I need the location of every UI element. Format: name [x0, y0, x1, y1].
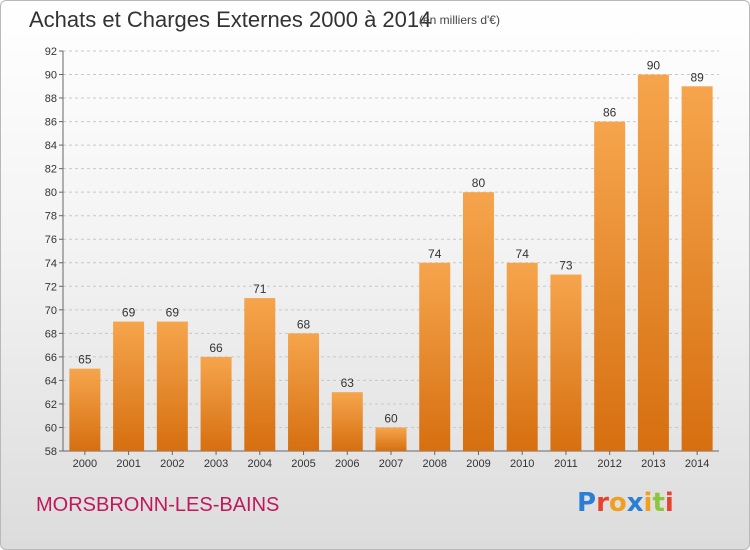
x-tick-label-2007: 2007 — [379, 458, 403, 470]
x-tick-labels: 2000 2001 2002 2003 2004 2005 2006 2007 2008 2009… — [73, 451, 709, 470]
x-tick-label-2008: 2008 — [422, 458, 446, 470]
data-label-2013: 90 — [647, 59, 661, 73]
x-tick-label-2012: 2012 — [597, 458, 621, 470]
bars — [69, 74, 713, 452]
x-tick-label-2006: 2006 — [335, 458, 359, 470]
bar-2014 — [681, 86, 713, 451]
y-tick-label: 72 — [45, 281, 57, 293]
data-label-2003: 66 — [209, 341, 223, 355]
x-tick-label-2005: 2005 — [291, 458, 315, 470]
x-tick-label-2009: 2009 — [466, 458, 490, 470]
chart-subtitle: (en milliers d'€) — [419, 13, 500, 27]
data-label-2011: 73 — [559, 259, 573, 273]
logo-letter: i — [643, 488, 653, 518]
bar-2007 — [375, 427, 407, 451]
bar-2003 — [200, 356, 232, 451]
bar-2011 — [550, 274, 582, 451]
data-label-2012: 86 — [603, 106, 617, 120]
x-tick-label-2011: 2011 — [554, 458, 578, 470]
y-tick-label: 84 — [45, 140, 57, 152]
bar-2012 — [594, 121, 626, 452]
data-label-2000: 65 — [78, 353, 92, 367]
y-tick-label: 68 — [45, 328, 57, 340]
bar-2013 — [637, 74, 669, 451]
y-tick-label: 82 — [45, 164, 57, 176]
x-tick-label-2003: 2003 — [204, 458, 228, 470]
y-tick-label: 76 — [45, 234, 57, 246]
y-tick-label: 60 — [45, 422, 57, 434]
data-label-2010: 74 — [516, 247, 530, 261]
x-tick-label-2010: 2010 — [510, 458, 534, 470]
logo-letter: P — [577, 488, 597, 518]
bar-2006 — [331, 392, 363, 451]
bar-2000 — [69, 368, 101, 451]
x-tick-label-2001: 2001 — [116, 458, 140, 470]
logo-letter: x — [626, 488, 644, 518]
bar-2009 — [462, 192, 494, 452]
data-label-2005: 68 — [297, 317, 311, 331]
y-tick-label: 62 — [45, 399, 57, 411]
y-tick-label: 70 — [45, 305, 57, 317]
bar-2005 — [288, 333, 320, 451]
y-tick-label: 64 — [45, 375, 57, 387]
chart-title: Achats et Charges Externes 2000 à 2014 — [29, 7, 432, 32]
data-label-2014: 89 — [690, 70, 704, 84]
logo-letter: o — [608, 488, 627, 518]
y-tick-label: 90 — [45, 70, 57, 82]
y-tick-label: 74 — [45, 258, 57, 270]
x-tick-label-2002: 2002 — [160, 458, 184, 470]
bar-2002 — [156, 321, 188, 451]
y-tick-label: 66 — [45, 352, 57, 364]
data-label-2001: 69 — [122, 306, 136, 320]
y-tick-labels: 58 60 62 64 66 68 70 72 74 76 78 80 82 84 86 88 90 92 — [45, 46, 57, 458]
data-label-2008: 74 — [428, 247, 442, 261]
data-label-2004: 71 — [253, 282, 267, 296]
data-label-2007: 60 — [384, 411, 398, 425]
y-tick-label: 58 — [45, 446, 57, 458]
x-tick-label-2013: 2013 — [641, 458, 665, 470]
bar-2008 — [419, 262, 451, 451]
data-label-2009: 80 — [472, 176, 486, 190]
data-label-2006: 63 — [341, 376, 355, 390]
logo-letter: r — [596, 488, 609, 518]
y-tick-label: 78 — [45, 211, 57, 223]
y-tick-label: 86 — [45, 117, 57, 129]
logo-letter: i — [664, 488, 674, 518]
data-label-2002: 69 — [166, 306, 180, 320]
bar-2004 — [244, 298, 276, 451]
logo-letter: t — [652, 488, 665, 518]
data-labels: 65 69 69 66 71 68 63 60 74 80 74 73 86 90 89 — [78, 59, 704, 426]
y-tick-label: 92 — [45, 46, 57, 58]
y-tick-label: 88 — [45, 93, 57, 105]
x-tick-label-2004: 2004 — [248, 458, 272, 470]
x-tick-label-2014: 2014 — [685, 458, 709, 470]
proxiti-logo[interactable]: Proxiti — [577, 488, 674, 518]
bar-2010 — [506, 262, 538, 451]
commune-name: MORSBRONN-LES-BAINS — [36, 494, 280, 516]
bar-2001 — [113, 321, 145, 451]
x-tick-label-2000: 2000 — [73, 458, 97, 470]
y-tick-label: 80 — [45, 187, 57, 199]
